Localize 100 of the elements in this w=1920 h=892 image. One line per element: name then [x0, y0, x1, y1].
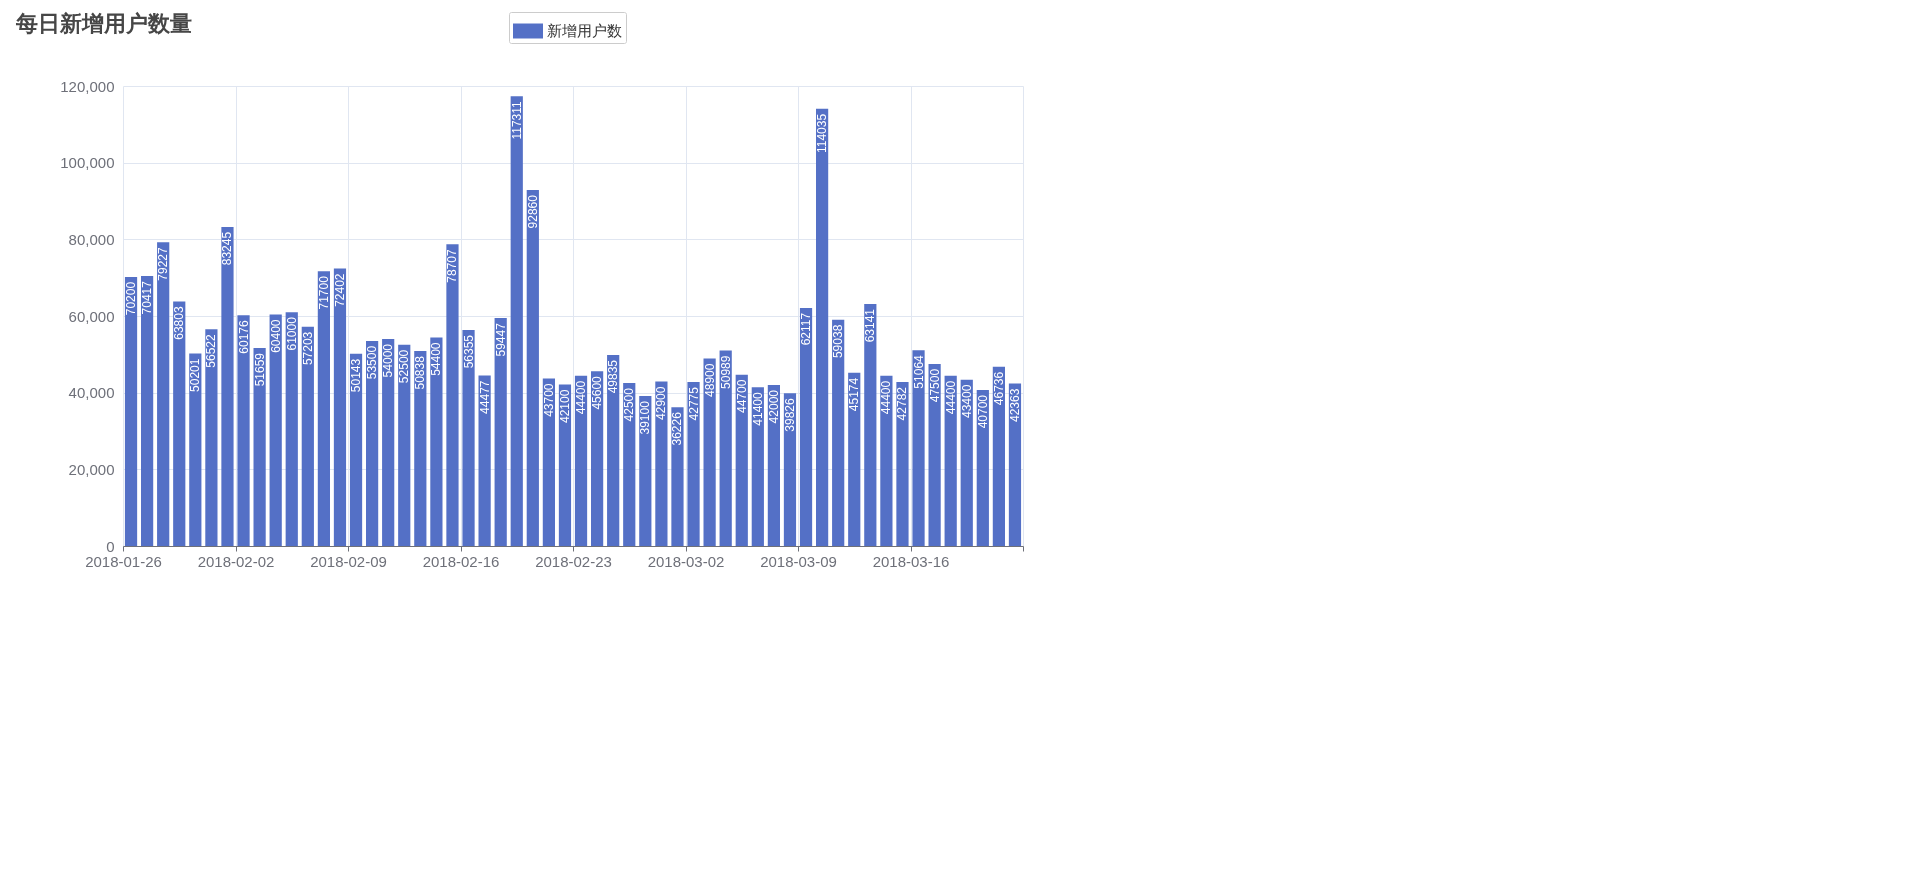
bar: [832, 319, 845, 546]
data-label: 47500: [927, 368, 942, 403]
bar: [173, 301, 186, 546]
data-label: 42900: [654, 386, 669, 420]
bar: [285, 312, 298, 546]
y-tick-label: 60,000: [68, 307, 115, 325]
data-label: 114035: [815, 113, 830, 154]
data-label: 50838: [413, 355, 428, 390]
bar: [896, 382, 909, 546]
bar: [430, 337, 443, 546]
data-label: 42782: [895, 386, 910, 421]
data-label: 43700: [541, 383, 556, 417]
data-label: 42000: [766, 389, 781, 424]
bar: [912, 350, 925, 546]
data-label: 50143: [349, 358, 364, 393]
data-label: 45174: [847, 377, 862, 412]
x-tick-label: 2018-03-16: [872, 552, 950, 570]
bar: [462, 329, 475, 546]
data-label: 72402: [332, 273, 347, 307]
data-label: 70417: [140, 280, 155, 315]
x-tick-label: 2018-02-16: [422, 552, 500, 570]
data-label: 62117: [799, 312, 814, 346]
data-label: 71700: [316, 275, 331, 310]
data-label: 56522: [204, 334, 219, 368]
data-label: 92860: [525, 194, 540, 229]
data-label: 83245: [220, 231, 235, 266]
data-label: 40700: [975, 394, 990, 429]
y-tick-label: 0: [106, 537, 115, 555]
bar: [189, 353, 202, 546]
bar: [928, 363, 941, 546]
x-tick-label: 2018-02-23: [535, 552, 612, 570]
data-label: 44700: [734, 379, 749, 414]
data-label: 42775: [686, 386, 701, 421]
y-tick-label: 100,000: [60, 154, 115, 172]
bar: [799, 307, 813, 546]
bar: [655, 381, 668, 546]
data-label: 45600: [590, 375, 605, 410]
data-label: 42100: [557, 389, 572, 423]
data-label: 53500: [365, 345, 380, 380]
x-tick-label: 2018-01-26: [85, 552, 162, 570]
bar: [510, 96, 523, 546]
y-tick-label: 120,000: [60, 77, 115, 95]
data-label: 51064: [911, 354, 926, 389]
data-label: 39826: [782, 398, 797, 432]
bar: [141, 276, 154, 546]
bar: [398, 344, 411, 546]
data-label: 117311: [509, 100, 524, 140]
data-label: 63803: [172, 306, 187, 340]
chart-title: 每日新增用户数量: [15, 10, 192, 36]
bar: [526, 190, 539, 546]
x-tick-label: 2018-03-09: [760, 552, 837, 570]
data-label: 57203: [300, 331, 315, 366]
data-label: 52500: [397, 349, 412, 384]
bar: [848, 372, 861, 546]
data-label: 44477: [477, 380, 492, 414]
bar: [478, 375, 491, 546]
data-label: 54000: [381, 343, 396, 378]
data-label: 51659: [252, 352, 267, 387]
data-label: 42500: [622, 387, 637, 422]
x-tick-label: 2018-02-02: [197, 552, 275, 570]
bar: [992, 366, 1005, 546]
bar: [301, 326, 314, 546]
data-label: 60400: [268, 319, 283, 353]
bar: [494, 318, 507, 546]
bar: [880, 375, 893, 546]
data-label: 43400: [959, 384, 974, 419]
data-label: 41400: [750, 391, 765, 426]
bar: [671, 407, 684, 546]
data-label: 79227: [156, 246, 171, 281]
data-label: 46736: [991, 371, 1006, 406]
bar: [221, 226, 234, 546]
bar: [253, 347, 266, 546]
bar: [366, 340, 379, 546]
bar: [607, 354, 620, 546]
data-label: 42363: [1007, 388, 1022, 422]
data-label: 39100: [638, 400, 653, 435]
data-label: 70200: [124, 281, 139, 316]
data-label: 48900: [702, 363, 717, 397]
bar: [574, 375, 588, 546]
data-label: 44400: [574, 380, 589, 415]
legend-label: 新增用户数: [547, 22, 622, 39]
bar: [735, 374, 748, 546]
data-label: 78707: [445, 248, 460, 283]
data-label: 63141: [863, 308, 878, 343]
data-label: 49835: [606, 359, 621, 394]
data-label: 44400: [879, 380, 894, 415]
data-label: 54400: [429, 342, 444, 376]
bar: [317, 271, 330, 546]
bar: [124, 276, 138, 546]
data-label: 59447: [493, 322, 508, 357]
bar: [687, 382, 700, 546]
data-label: 50989: [718, 355, 733, 389]
y-tick-label: 80,000: [68, 230, 115, 248]
bar: [205, 329, 218, 546]
bar: [333, 268, 347, 546]
data-label: 36226: [670, 411, 685, 446]
bar: [349, 353, 363, 546]
bar: [864, 303, 877, 546]
x-tick-label: 2018-02-09: [310, 552, 387, 570]
bar: [382, 339, 395, 546]
